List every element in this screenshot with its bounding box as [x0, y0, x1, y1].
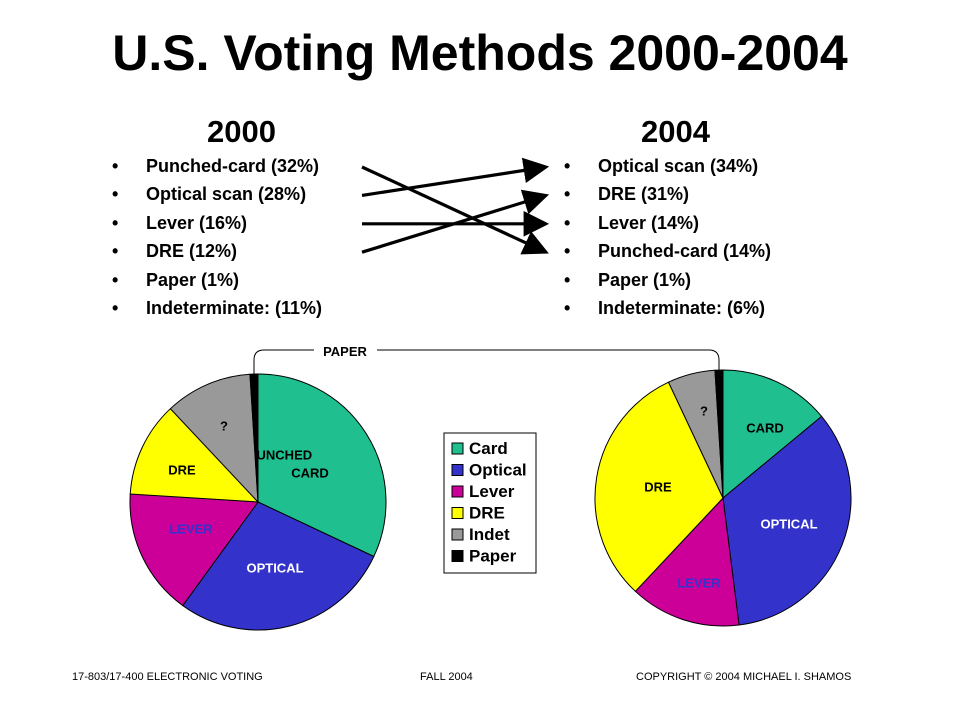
legend-entry-optical: Optical [469, 461, 527, 480]
legend-entry-paper: Paper [469, 547, 517, 566]
method-2000-item: Indeterminate: (11%) [112, 294, 322, 323]
method-2004-item: Optical scan (34%) [564, 152, 771, 181]
method-2004-item: Indeterminate: (6%) [564, 294, 771, 323]
pie-slice-label: LEVER [677, 575, 721, 590]
pie-slice-dre [594, 381, 724, 593]
method-2004-item: DRE (31%) [564, 180, 771, 209]
pie-slice-label: CARD [291, 465, 329, 480]
transition-arrow [361, 157, 550, 197]
transition-arrow [361, 189, 550, 254]
legend-entry-lever: Lever [469, 482, 515, 501]
method-2004-item: Paper (1%) [564, 266, 771, 295]
method-2004-item: Lever (14%) [564, 209, 771, 238]
pie-slice-lever [634, 496, 740, 627]
legend-swatch-indet [451, 528, 464, 541]
pie-slice-label: CARD [746, 420, 784, 435]
method-2000-item: Lever (16%) [112, 209, 322, 238]
pie-slice-label: ? [220, 418, 228, 433]
legend: Card Optical Lever DRE Indet Paper [443, 432, 537, 574]
transition-arrows [361, 157, 550, 255]
paper-callout-label: PAPER [323, 344, 367, 359]
method-2000-item: DRE (12%) [112, 237, 322, 266]
year-2000-heading: 2000 [207, 114, 276, 149]
legend-swatch-optical [451, 464, 464, 476]
legend-entry-dre: DRE [469, 504, 505, 523]
year-2004-heading: 2004 [641, 114, 710, 149]
transition-arrow [361, 165, 549, 255]
paper-connector-right [377, 349, 720, 371]
paper-connector-left [253, 349, 314, 375]
methods-2004-list: Optical scan (34%) DRE (31%) Lever (14%)… [564, 152, 771, 323]
footer-term: FALL 2004 [420, 671, 473, 683]
pie-slice-label: OPTICAL [760, 516, 817, 531]
pie-slice-lever [129, 493, 259, 607]
pie-slice-optical [182, 501, 375, 631]
pie-slice-label: LEVER [169, 521, 213, 536]
method-2000-item: Punched-card (32%) [112, 152, 322, 181]
paper-connector [253, 349, 720, 375]
legend-entry-indet: Indet [469, 525, 510, 544]
methods-2000-list: Punched-card (32%) Optical scan (28%) Le… [112, 152, 322, 323]
pie-slice-label: ? [700, 403, 708, 418]
legend-box [443, 432, 537, 574]
pie-slice-label: PUNCHED [248, 447, 312, 462]
pie-slice-optical [722, 415, 852, 626]
pie-2000: PUNCHED CARD OPTICAL LEVER DRE? [129, 373, 387, 631]
footer-course: 17-803/17-400 ELECTRONIC VOTING [72, 671, 263, 683]
pie-slice-dre [129, 407, 260, 503]
method-2004-item: Punched-card (14%) [564, 237, 771, 266]
legend-swatch-card [451, 442, 464, 455]
pie-2004: CARD OPTICAL LEVER DRE? [594, 369, 852, 627]
pie-slice-indet [169, 373, 259, 504]
pie-slice-card [722, 369, 823, 500]
pie-slice-label: OPTICAL [246, 560, 303, 575]
method-2000-item: Paper (1%) [112, 266, 322, 295]
legend-entry-card: Card [469, 439, 508, 458]
method-2000-item: Optical scan (28%) [112, 180, 322, 209]
pie-slice-label: DRE [168, 462, 196, 477]
legend-swatch-dre [451, 507, 464, 519]
pie-slice-card [257, 373, 387, 558]
pie-slice-label: DRE [644, 479, 672, 494]
slide-title: U.S. Voting Methods 2000-2004 [112, 25, 848, 81]
legend-swatch-lever [451, 485, 464, 498]
footer-copyright: COPYRIGHT © 2004 MICHAEL I. SHAMOS [636, 671, 852, 683]
legend-swatch-paper [451, 550, 464, 562]
